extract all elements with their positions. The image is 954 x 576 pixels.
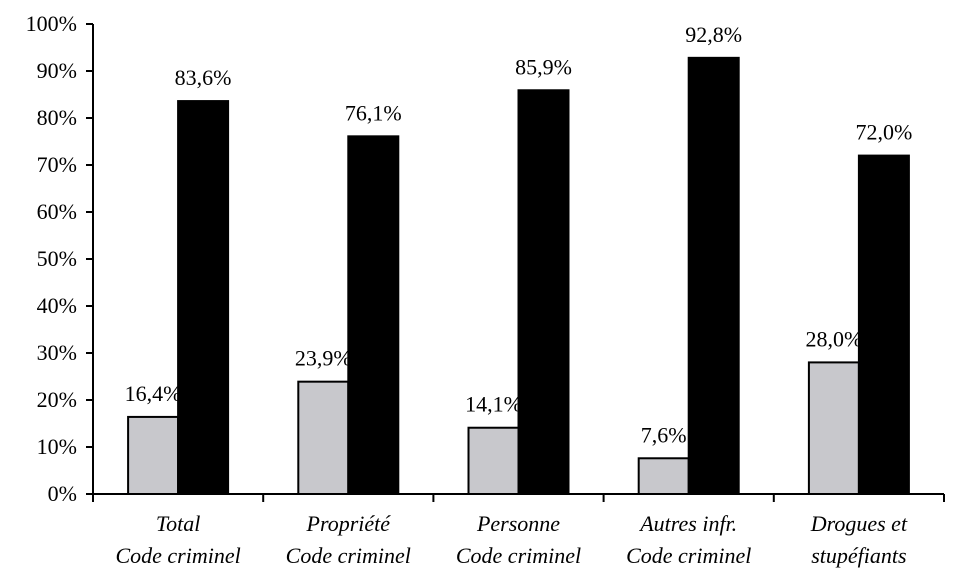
x-category-label: Code criminel xyxy=(626,543,751,568)
data-label: 92,8% xyxy=(685,22,742,47)
bar-series-2 xyxy=(857,154,910,495)
bar-series-1 xyxy=(637,457,690,495)
data-label: 76,1% xyxy=(345,100,402,125)
x-category-label: Propriété xyxy=(306,511,392,536)
data-label: 83,6% xyxy=(175,65,232,90)
bar-series-2 xyxy=(687,56,740,496)
y-tick-label: 20% xyxy=(37,387,77,412)
labels: 16,4% 83,6% Total Code criminel 23,9% 76,1% Pr… xyxy=(115,22,912,568)
data-label: 72,0% xyxy=(855,120,912,145)
bar-series-1 xyxy=(807,361,860,495)
x-category-label: Code criminel xyxy=(286,543,411,568)
data-label: 85,9% xyxy=(515,54,572,79)
y-tick-label: 70% xyxy=(37,152,77,177)
data-label: 14,1% xyxy=(465,392,522,417)
y-tick-label: 50% xyxy=(37,246,77,271)
data-label: 7,6% xyxy=(641,422,687,447)
data-label: 28,0% xyxy=(805,326,862,351)
x-category-label: Total xyxy=(156,511,200,536)
x-category-label: Code criminel xyxy=(456,543,581,568)
y-tick-label: 90% xyxy=(37,58,77,83)
y-tick-label: 60% xyxy=(37,199,77,224)
axes: 0% 10% 20% 30% 40% 50% 60% 70% 80% 90% 100% xyxy=(26,11,945,506)
y-tick-label: 10% xyxy=(37,434,77,459)
x-category-label: Drogues et xyxy=(810,511,908,536)
bar-series-2 xyxy=(517,89,570,496)
bar-series-2 xyxy=(347,135,400,496)
data-label: 23,9% xyxy=(295,346,352,371)
x-category-label: stupéfiants xyxy=(811,543,906,568)
y-tick-label: 100% xyxy=(26,11,77,36)
y-tick-label: 0% xyxy=(48,481,77,506)
y-tick-label: 80% xyxy=(37,105,77,130)
bar-series-1 xyxy=(467,426,520,496)
x-category-label: Personne xyxy=(476,511,560,536)
bars xyxy=(127,56,910,496)
data-label: 16,4% xyxy=(125,381,182,406)
x-category-label: Autres infr. xyxy=(638,511,737,536)
x-category-label: Code criminel xyxy=(115,543,240,568)
bar-series-2 xyxy=(177,100,230,496)
bar-series-1 xyxy=(297,380,350,496)
bar-series-1 xyxy=(127,415,180,496)
y-tick-label: 40% xyxy=(37,293,77,318)
y-tick-label: 30% xyxy=(37,340,77,365)
